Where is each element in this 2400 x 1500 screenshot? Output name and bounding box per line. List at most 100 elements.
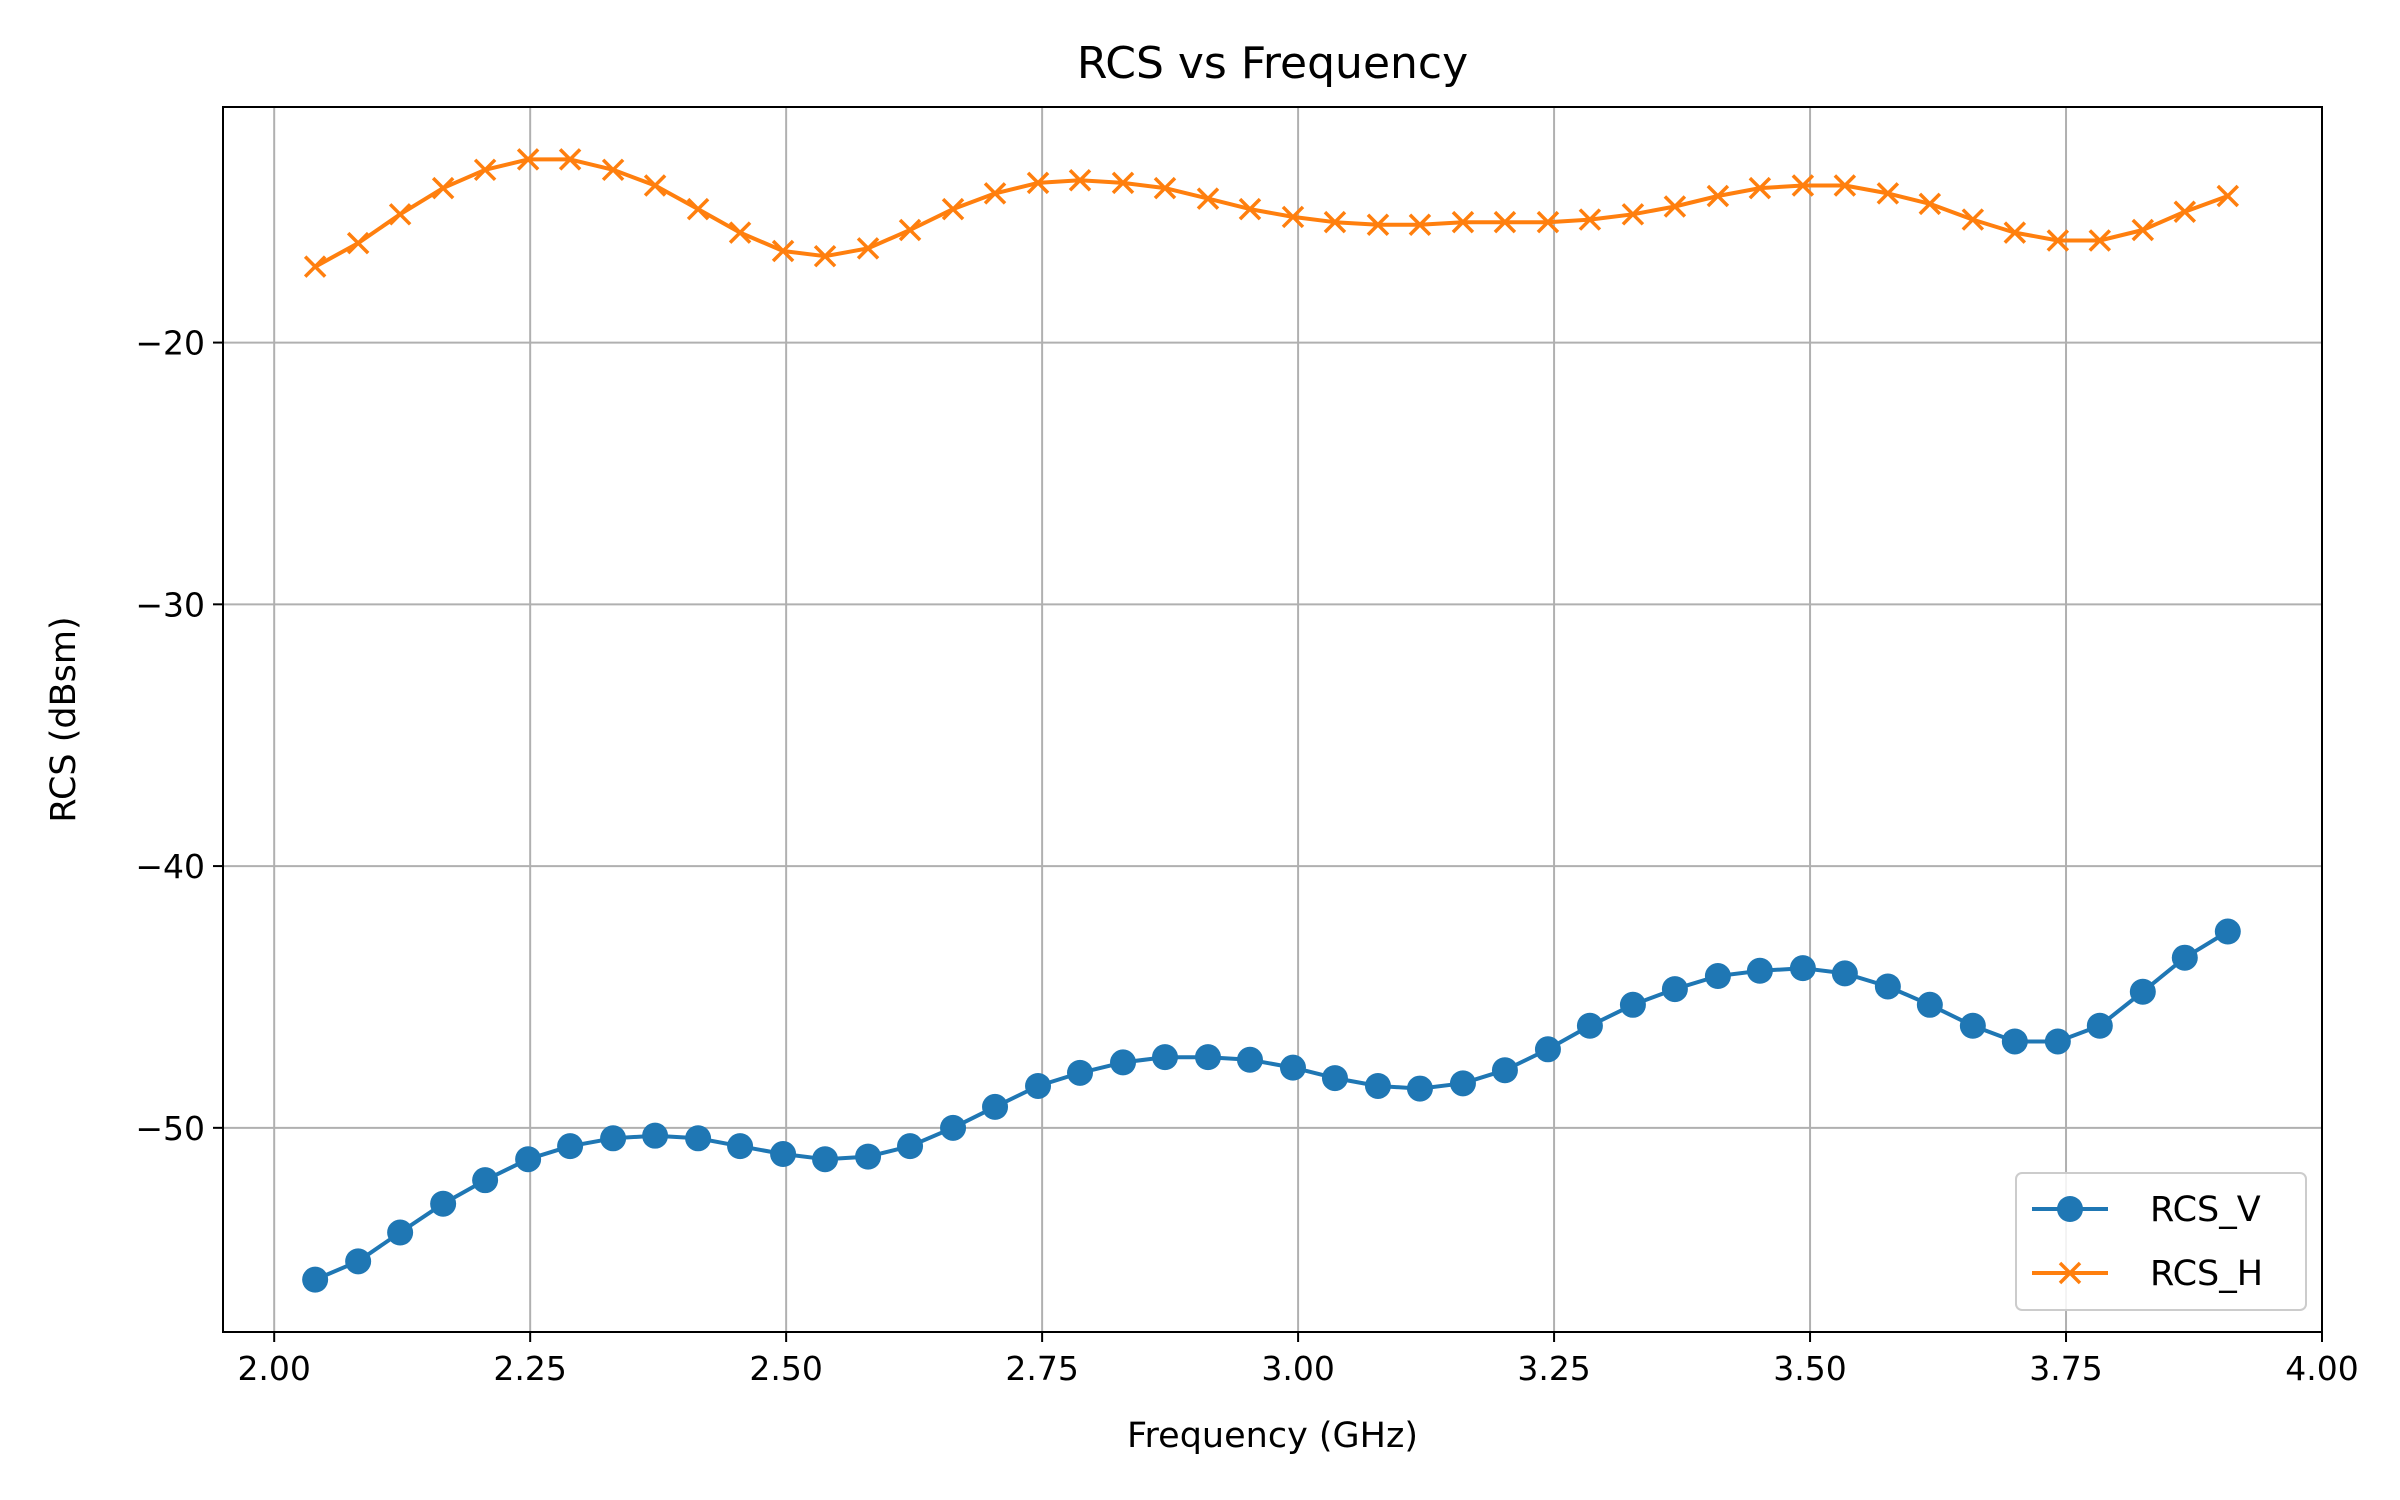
data-point-rcs-h <box>1451 210 1475 234</box>
data-point-rcs-h <box>2046 229 2070 252</box>
data-point-rcs-h <box>1876 182 1900 205</box>
data-point-rcs-h <box>1578 208 1602 231</box>
series-rcs-h <box>303 148 2240 278</box>
data-point-rcs-h <box>346 231 370 255</box>
data-point-rcs-h <box>473 158 497 182</box>
data-point-rcs-v <box>1194 1044 1221 1071</box>
data-point-rcs-v <box>387 1219 414 1246</box>
data-point-rcs-v <box>1576 1012 1603 1039</box>
data-point-rcs-h <box>1918 192 1942 216</box>
data-point-rcs-h <box>2088 229 2112 252</box>
data-point-rcs-h <box>1196 187 1220 210</box>
data-point-rcs-h <box>1493 210 1517 234</box>
data-point-rcs-h <box>898 218 922 242</box>
y-tick-label: −30 <box>135 585 205 624</box>
data-point-rcs-h <box>1323 210 1347 234</box>
series-rcs-v <box>302 918 2241 1293</box>
data-point-rcs-v <box>2129 978 2156 1005</box>
series-line-rcs-v <box>314 929 2229 1282</box>
legend-label-rcs-h: RCS_H <box>2150 1254 2263 1294</box>
x-tick-label: 2.25 <box>493 1349 566 1388</box>
data-point-rcs-v <box>2171 944 2198 971</box>
ticks: 2.00 2.25 2.50 2.75 3.00 3.25 3.50 3.75 4.00 −50 −… <box>135 324 2358 1388</box>
data-point-rcs-v <box>1619 991 1646 1018</box>
data-point-rcs-h <box>643 174 667 197</box>
data-point-rcs-v <box>1321 1065 1348 1092</box>
data-point-rcs-v <box>1151 1044 1178 1071</box>
data-point-rcs-h <box>1238 197 1262 221</box>
data-point-rcs-v <box>1916 991 1943 1018</box>
data-point-rcs-h <box>1621 203 1645 226</box>
data-point-rcs-h <box>1706 184 1730 208</box>
data-point-rcs-h <box>388 203 412 226</box>
x-tick-label: 2.50 <box>749 1349 822 1388</box>
data-point-rcs-h <box>1366 213 1390 237</box>
data-point-rcs-v <box>897 1133 924 1160</box>
y-tick-label: −20 <box>135 324 205 363</box>
data-point-rcs-v <box>1236 1046 1263 1073</box>
data-point-rcs-h <box>558 148 582 171</box>
data-point-rcs-h <box>1748 176 1772 200</box>
legend-label-rcs-v: RCS_V <box>2150 1190 2261 1230</box>
data-point-rcs-h <box>771 239 795 263</box>
data-point-rcs-v <box>1746 957 1773 984</box>
plot-frame <box>222 106 2323 1333</box>
data-point-rcs-v <box>557 1133 584 1160</box>
data-point-rcs-v <box>1279 1054 1306 1081</box>
data-point-rcs-v <box>345 1248 372 1275</box>
data-point-rcs-h <box>1408 213 1432 237</box>
x-tick-label: 4.00 <box>2285 1349 2358 1388</box>
data-point-rcs-v <box>302 1266 329 1293</box>
data-point-rcs-v <box>1025 1072 1052 1099</box>
data-point-rcs-v <box>940 1114 967 1141</box>
series-line-rcs-h <box>314 157 2229 269</box>
data-point-rcs-v <box>1406 1075 1433 1102</box>
data-point-rcs-v <box>982 1093 1009 1120</box>
y-tick-label: −50 <box>135 1109 205 1148</box>
data-point-rcs-h <box>1833 174 1857 197</box>
data-point-rcs-h <box>431 176 455 200</box>
data-point-rcs-v <box>770 1141 797 1168</box>
data-point-rcs-h <box>1663 195 1687 218</box>
data-point-rcs-h <box>1153 176 1177 200</box>
data-point-rcs-h <box>2173 200 2197 223</box>
data-point-rcs-h <box>516 148 540 171</box>
data-point-rcs-v <box>727 1133 754 1160</box>
legend-marker-rcs-h <box>2058 1261 2082 1285</box>
x-tick-label: 3.75 <box>2029 1349 2102 1388</box>
data-point-rcs-h <box>2003 221 2027 244</box>
data-point-rcs-v <box>1067 1059 1094 1086</box>
data-point-rcs-v <box>430 1190 457 1217</box>
data-point-rcs-h <box>1791 174 1815 197</box>
data-point-rcs-h <box>941 197 965 221</box>
data-point-rcs-h <box>303 255 327 278</box>
x-tick-label: 3.25 <box>1517 1349 1590 1388</box>
data-point-rcs-v <box>1874 973 1901 1000</box>
data-point-rcs-h <box>813 244 837 268</box>
data-point-rcs-h <box>728 221 752 244</box>
data-point-rcs-v <box>472 1167 499 1194</box>
legend-marker-rcs-v <box>2057 1196 2083 1222</box>
data-point-rcs-v <box>1491 1057 1518 1084</box>
data-point-rcs-v <box>1704 963 1731 990</box>
data-point-rcs-v <box>2044 1028 2071 1055</box>
data-point-rcs-h <box>601 158 625 182</box>
data-point-rcs-v <box>855 1143 882 1170</box>
data-point-rcs-h <box>983 182 1007 205</box>
data-point-rcs-v <box>1831 960 1858 987</box>
data-point-rcs-v <box>1661 976 1688 1003</box>
x-tick-label: 2.75 <box>1005 1349 1078 1388</box>
data-point-rcs-h <box>2216 184 2240 208</box>
data-point-rcs-v <box>2086 1012 2113 1039</box>
data-point-rcs-v <box>1534 1036 1561 1063</box>
data-point-rcs-v <box>1789 955 1816 982</box>
chart-title: RCS vs Frequency <box>1077 38 1468 89</box>
legend: RCS_V RCS_H <box>2015 1172 2307 1311</box>
data-point-rcs-h <box>1026 171 1050 195</box>
x-axis-title: Frequency (GHz) <box>1127 1416 1418 1456</box>
data-point-rcs-v <box>600 1125 627 1152</box>
data-point-rcs-v <box>1449 1070 1476 1097</box>
data-point-rcs-v <box>1364 1072 1391 1099</box>
data-point-rcs-h <box>856 237 880 260</box>
